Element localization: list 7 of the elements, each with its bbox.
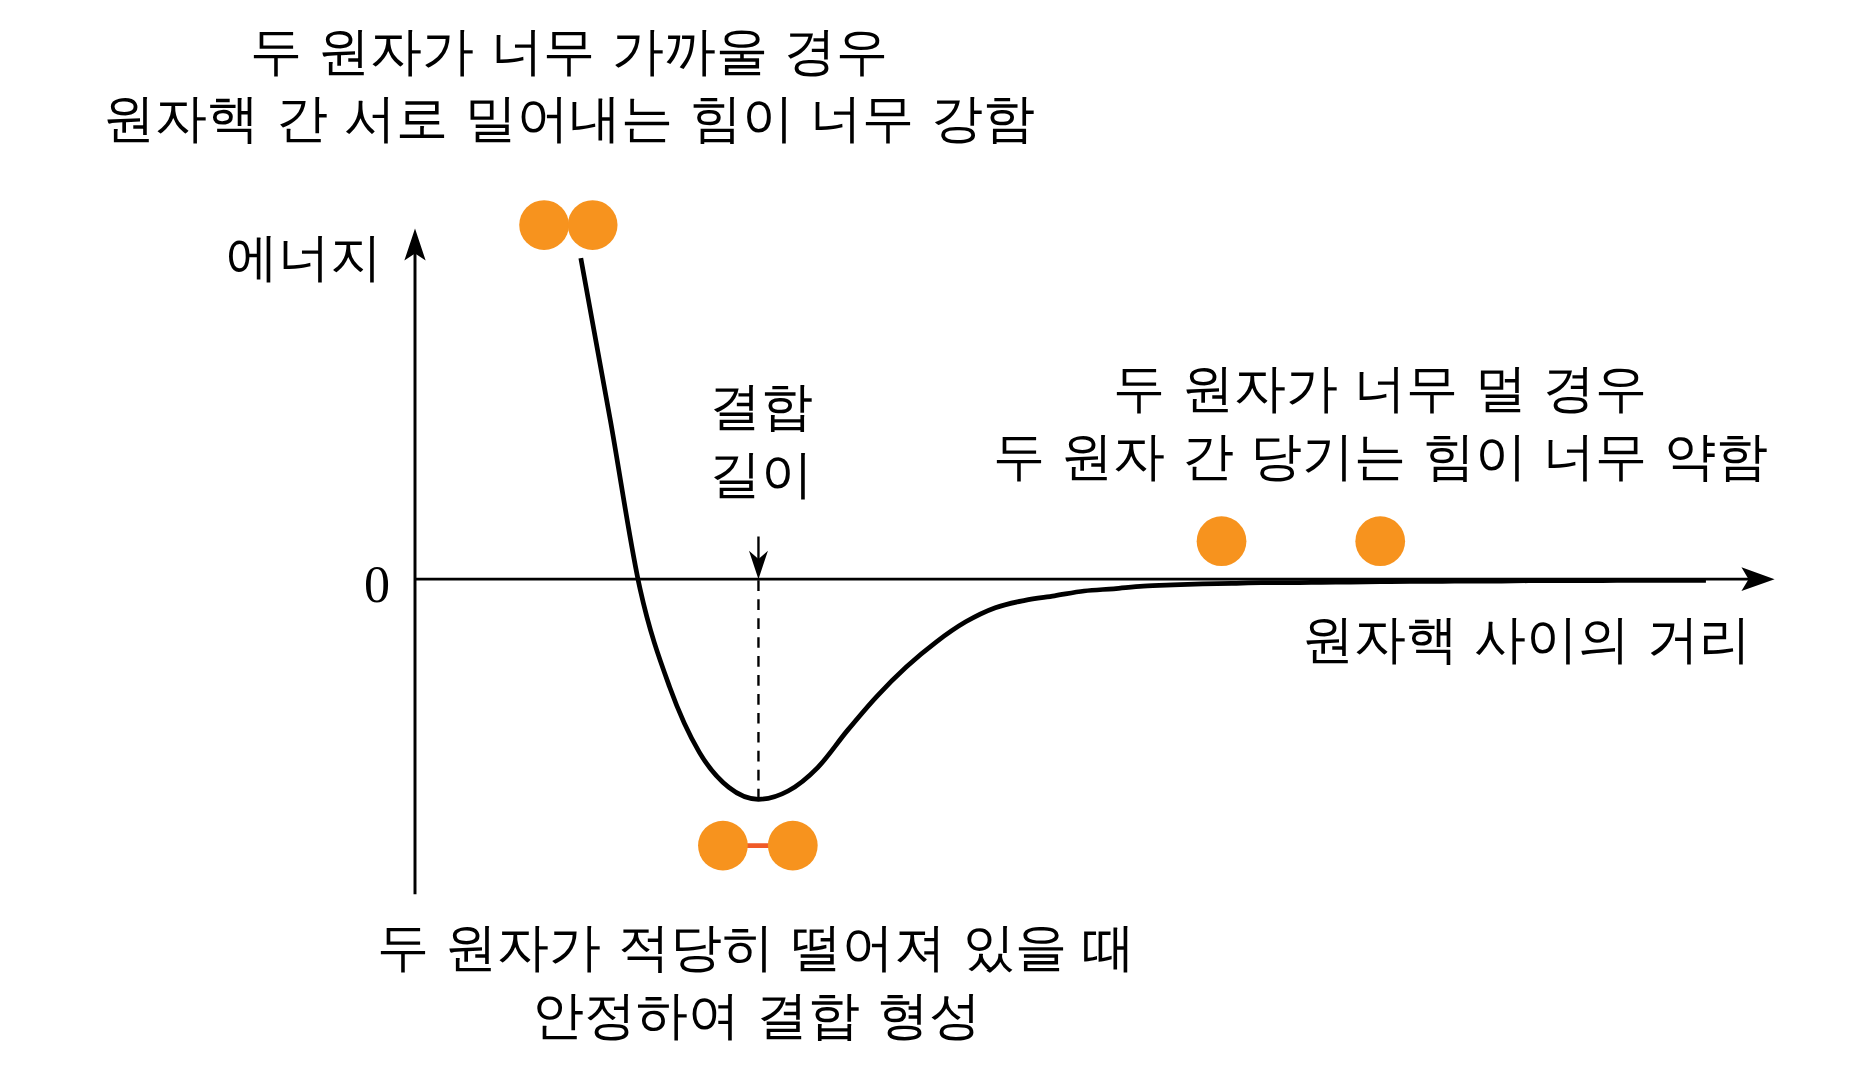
annotation: 결합 길이: [708, 375, 813, 504]
x-axis-title: 원자핵 사이의 거리: [1301, 609, 1751, 670]
text: 0: [364, 555, 391, 613]
y-axis-title: 에너지: [225, 226, 382, 287]
annotation: 두 원자가 너무 멀 경우 두 원자 간 당기는 힘이 너무 약함: [992, 358, 1768, 486]
text: 두 원자가 적당히 떨어져 있을 때 안정하여 결합 형성: [376, 917, 1136, 1045]
text: 두 원자가 너무 가까울 경우 원자핵 간 서로 밀어내는 힘이 너무 강함: [103, 20, 1035, 149]
